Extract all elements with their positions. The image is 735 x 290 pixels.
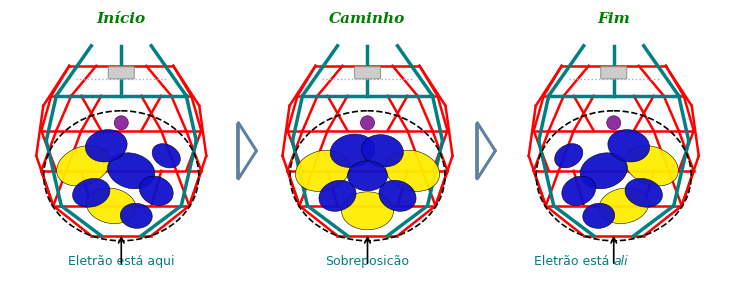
Ellipse shape	[360, 116, 375, 130]
Text: Caminho: Caminho	[329, 12, 406, 26]
Ellipse shape	[606, 116, 621, 130]
Ellipse shape	[608, 130, 650, 162]
Ellipse shape	[379, 180, 416, 211]
Ellipse shape	[57, 146, 110, 186]
Ellipse shape	[348, 161, 387, 191]
Ellipse shape	[295, 150, 350, 191]
Ellipse shape	[342, 192, 393, 230]
Ellipse shape	[362, 135, 404, 167]
Ellipse shape	[583, 203, 614, 228]
Text: Início: Início	[97, 12, 146, 26]
Text: Fim: Fim	[598, 12, 630, 26]
Ellipse shape	[599, 188, 648, 224]
Ellipse shape	[330, 134, 375, 168]
Ellipse shape	[555, 144, 583, 168]
FancyBboxPatch shape	[108, 67, 135, 79]
Ellipse shape	[107, 153, 155, 189]
Ellipse shape	[140, 176, 173, 206]
Ellipse shape	[114, 116, 129, 130]
FancyBboxPatch shape	[354, 67, 381, 79]
Ellipse shape	[121, 203, 152, 228]
Ellipse shape	[152, 144, 180, 168]
FancyBboxPatch shape	[600, 67, 627, 79]
Ellipse shape	[73, 178, 110, 207]
Ellipse shape	[85, 130, 127, 162]
Ellipse shape	[580, 153, 628, 189]
Ellipse shape	[319, 180, 356, 211]
Text: ali: ali	[614, 255, 628, 268]
Ellipse shape	[562, 176, 595, 206]
Ellipse shape	[625, 178, 662, 207]
Ellipse shape	[625, 146, 678, 186]
Text: Eletrão está aqui: Eletrão está aqui	[68, 255, 174, 268]
Text: Sobreposicão: Sobreposicão	[326, 255, 409, 268]
Ellipse shape	[87, 188, 136, 224]
Text: Eletrão está: Eletrão está	[534, 255, 614, 268]
Ellipse shape	[385, 150, 440, 191]
